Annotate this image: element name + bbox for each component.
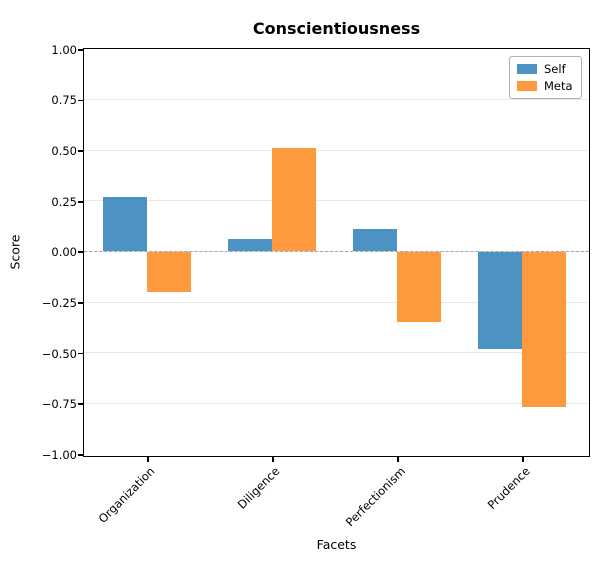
zero-line (84, 250, 589, 252)
gridline (84, 99, 589, 101)
bar-self-organization (103, 196, 147, 252)
bar-self-perfectionism (353, 229, 397, 252)
plot-area (83, 48, 590, 457)
gridline (84, 352, 589, 354)
xtick-label: Diligence (234, 464, 283, 512)
bar-self-prudence (478, 251, 522, 349)
legend-label: Self (544, 62, 566, 76)
chart-title: Conscientiousness (252, 19, 421, 38)
ytick-label: 0.25 (51, 194, 77, 209)
ytick-label: 0.50 (51, 144, 77, 159)
y-axis-label: Score (7, 234, 23, 270)
ytick-label: 1.00 (51, 42, 77, 57)
legend-swatch-self-icon (517, 64, 537, 74)
ytick-mark (78, 200, 83, 203)
ytick-label: −0.25 (41, 295, 77, 310)
ytick-label: −0.75 (41, 397, 77, 412)
ytick-label: −0.50 (41, 346, 77, 361)
legend-item-self: Self (517, 63, 574, 75)
ytick-mark (78, 150, 83, 152)
x-axis-label: Facets (316, 537, 357, 552)
legend-label: Meta (544, 79, 573, 93)
ytick-mark (78, 99, 83, 102)
ytick-mark (78, 352, 83, 355)
ytick-label: 0.00 (51, 245, 77, 260)
legend-swatch-meta-icon (517, 81, 537, 91)
xtick-label: Perfectionism (342, 464, 408, 530)
ytick-mark (78, 302, 83, 304)
xtick-label: Prudence (484, 464, 533, 512)
gridline (84, 402, 589, 404)
ytick-mark (78, 453, 83, 456)
gridline (84, 149, 589, 151)
bar-self-diligence (228, 239, 272, 252)
xtick-mark (146, 457, 149, 462)
xtick-mark (521, 457, 524, 462)
ytick-mark (78, 251, 83, 254)
xtick-mark (396, 457, 399, 462)
ytick-label: 0.75 (51, 93, 77, 108)
xtick-label: Organization (95, 464, 158, 526)
xtick-mark (271, 457, 274, 462)
bar-meta-perfectionism (397, 251, 441, 323)
ytick-mark (78, 403, 83, 406)
bar-meta-diligence (272, 148, 316, 252)
legend-item-meta: Meta (517, 80, 574, 92)
gridline (84, 200, 589, 202)
bar-meta-organization (147, 251, 191, 292)
gridline (84, 301, 589, 303)
ytick-mark (78, 48, 83, 51)
ytick-label: −1.00 (41, 447, 77, 462)
bar-meta-prudence (522, 251, 566, 408)
legend: Self Meta (509, 56, 582, 99)
